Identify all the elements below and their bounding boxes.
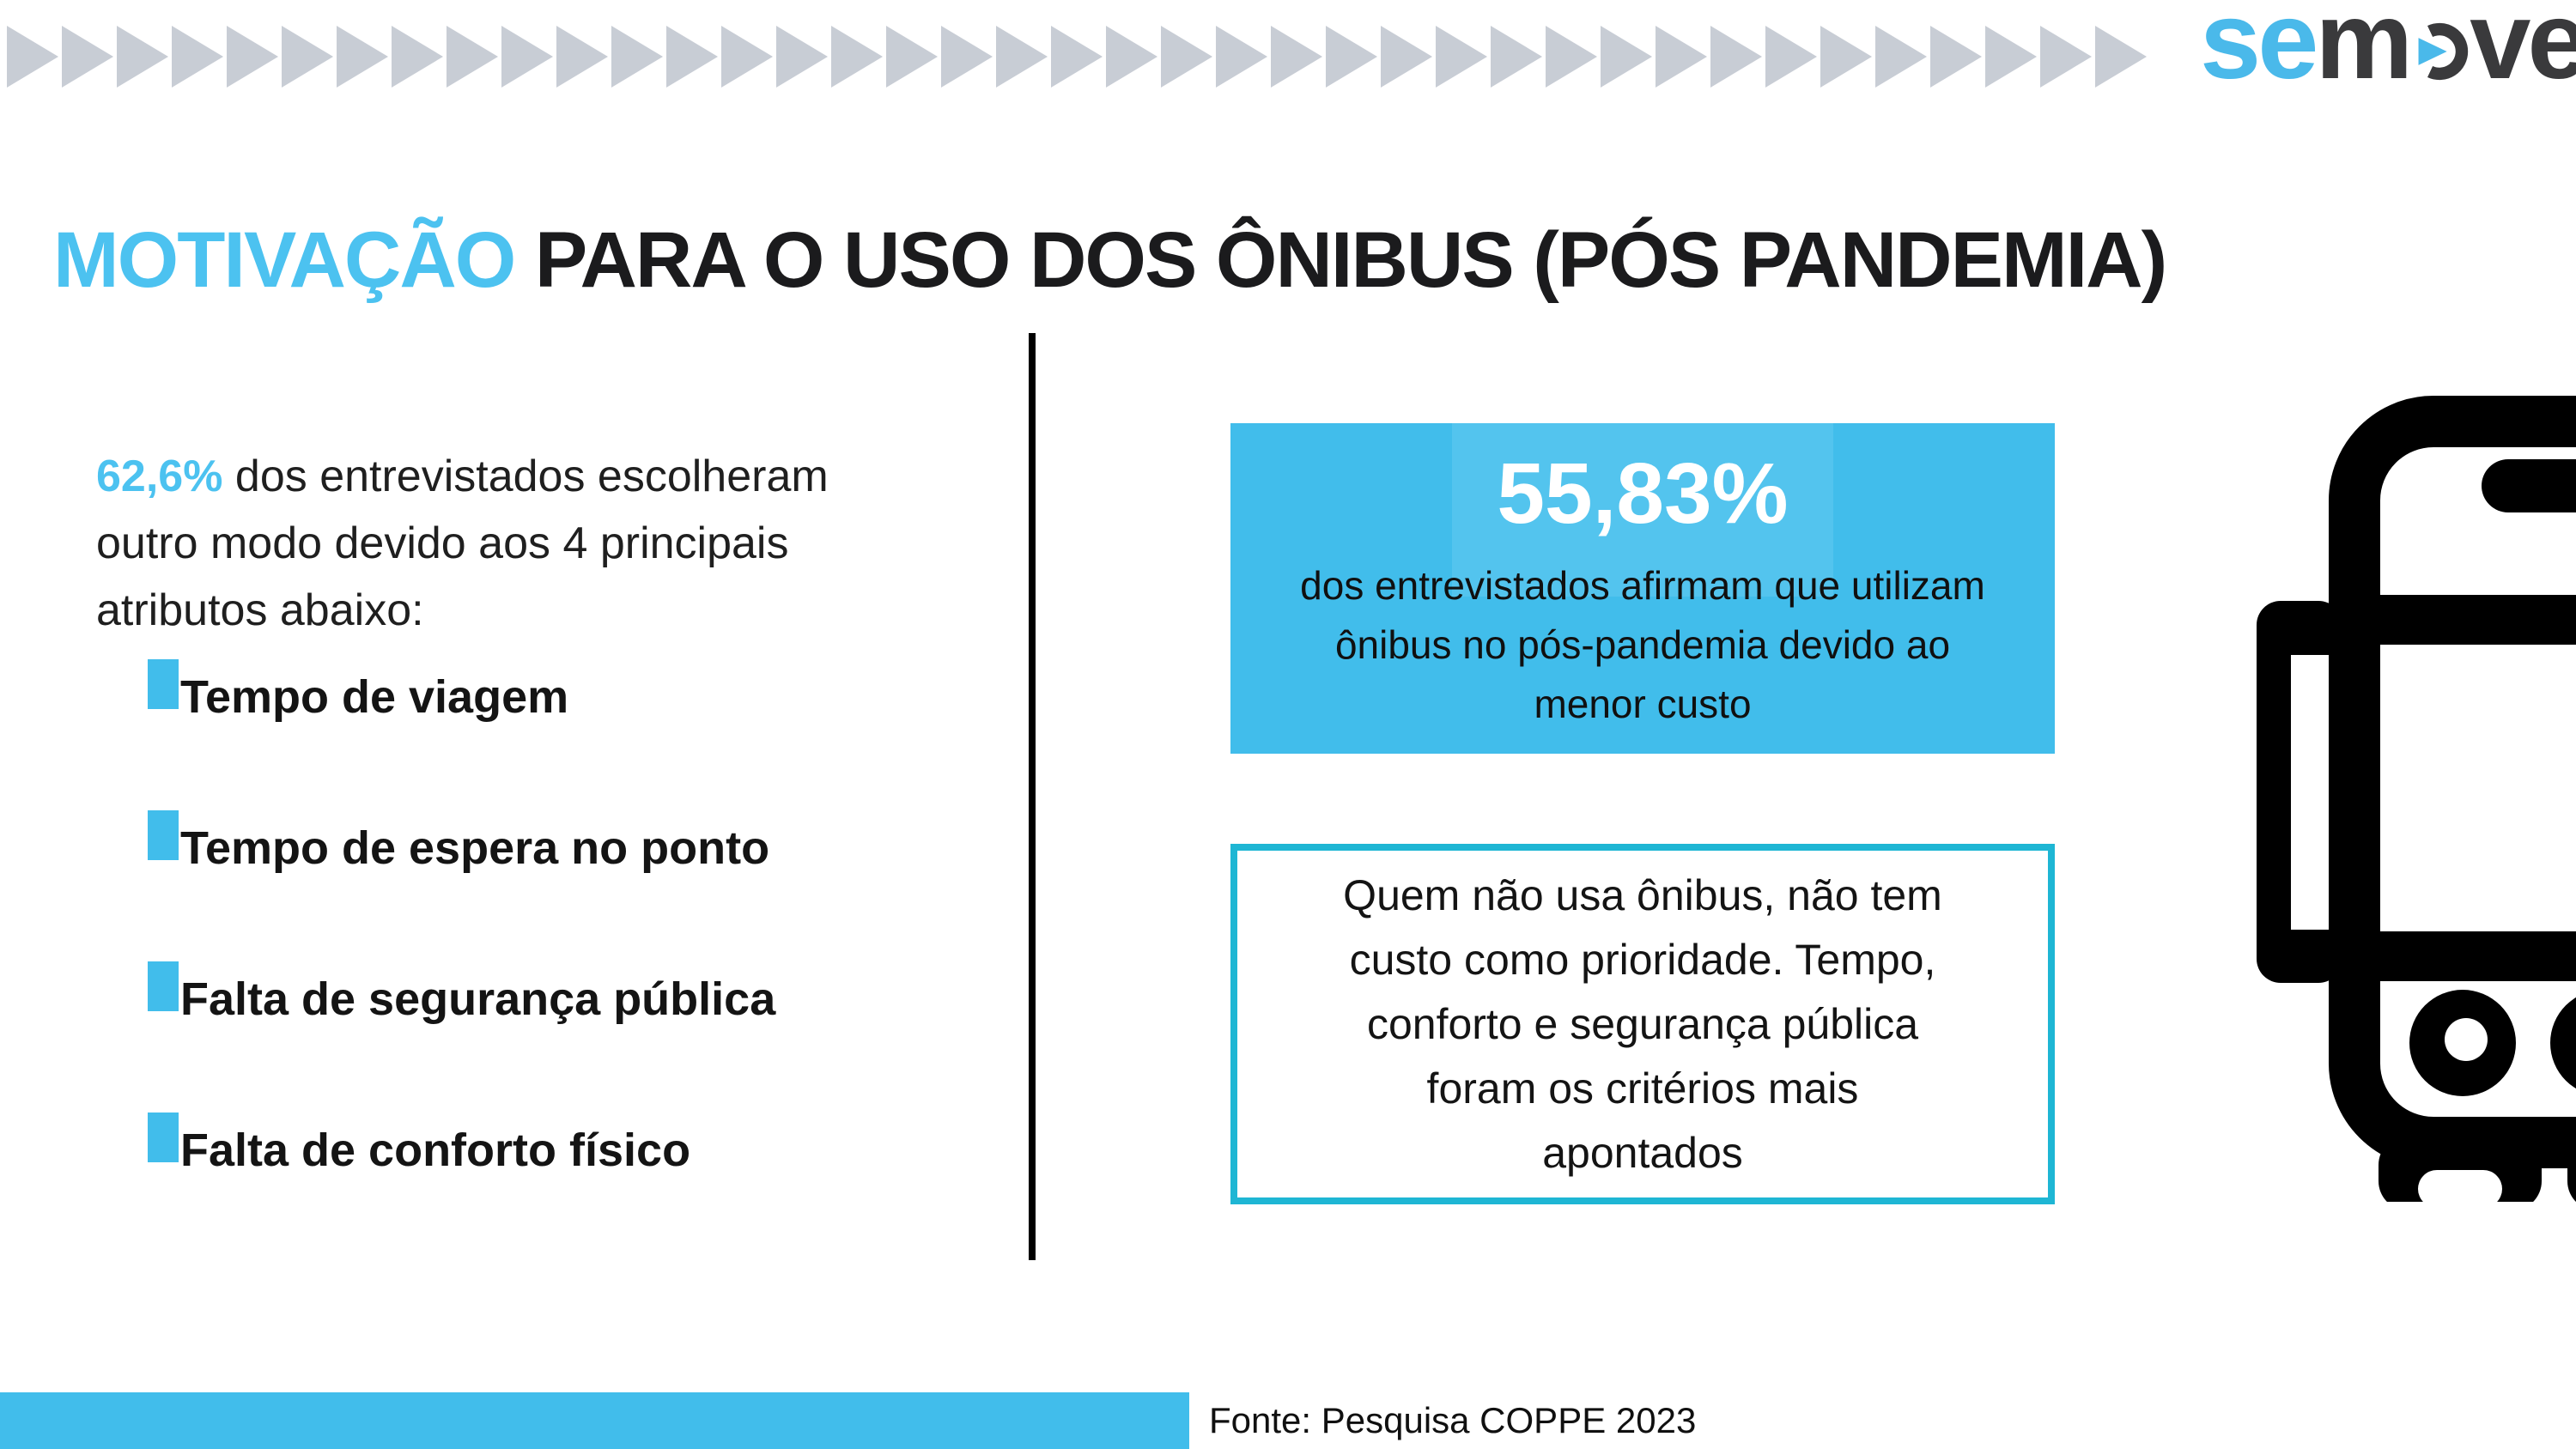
right-arrow-icon bbox=[501, 26, 553, 88]
right-arrow-icon bbox=[1875, 26, 1927, 88]
right-arrow-icon bbox=[1985, 26, 2037, 88]
right-arrow-icon bbox=[776, 26, 828, 88]
list-item-label: Tempo de espera no ponto bbox=[180, 822, 770, 874]
bullet-square-icon bbox=[148, 810, 179, 860]
list-item: Tempo de espera no ponto bbox=[148, 810, 775, 876]
right-arrow-icon bbox=[62, 26, 113, 88]
source-note: Fonte: Pesquisa COPPE 2023 bbox=[1209, 1400, 1697, 1440]
attribute-list: Tempo de viagem Tempo de espera no ponto… bbox=[148, 659, 776, 1274]
bus-front-icon bbox=[2257, 396, 2576, 1202]
right-arrow-icon bbox=[1161, 26, 1212, 88]
right-arrow-icon bbox=[1656, 26, 1707, 88]
list-item-label: Falta de segurança pública bbox=[180, 973, 776, 1025]
right-arrow-icon bbox=[392, 26, 443, 88]
right-arrow-icon bbox=[1381, 26, 1432, 88]
right-arrow-icon bbox=[447, 26, 498, 88]
right-arrow-icon bbox=[117, 26, 168, 88]
right-arrow-icon bbox=[7, 26, 58, 88]
logo-text-m: m bbox=[2315, 0, 2413, 102]
right-arrow-icon bbox=[1765, 26, 1817, 88]
right-arrow-icon bbox=[611, 26, 663, 88]
list-item-label: Falta de conforto físico bbox=[180, 1125, 691, 1176]
logo-text-se: se bbox=[2200, 0, 2318, 102]
footer-accent-bar bbox=[0, 1392, 1189, 1449]
right-arrow-icon bbox=[1491, 26, 1542, 88]
vertical-divider bbox=[1029, 333, 1036, 1260]
bullet-square-icon bbox=[148, 659, 179, 709]
bullet-square-icon bbox=[148, 1113, 179, 1162]
list-item: Falta de segurança pública bbox=[148, 961, 776, 1027]
right-arrow-icon bbox=[2040, 26, 2092, 88]
right-arrow-icon bbox=[996, 26, 1048, 88]
right-arrow-icon bbox=[886, 26, 938, 88]
right-arrow-icon bbox=[337, 26, 388, 88]
bullet-square-icon bbox=[148, 961, 179, 1011]
right-arrow-icon bbox=[1106, 26, 1157, 88]
list-item: Tempo de viagem bbox=[148, 659, 775, 724]
stat-value-highlight bbox=[1452, 423, 1833, 597]
right-arrow-icon bbox=[1216, 26, 1267, 88]
right-arrow-icon bbox=[1820, 26, 1872, 88]
list-item-label: Tempo de viagem bbox=[180, 671, 569, 723]
right-arrow-icon bbox=[1326, 26, 1377, 88]
logo-text-ve: ve bbox=[2470, 0, 2576, 102]
right-arrow-icon bbox=[1271, 26, 1322, 88]
right-arrow-icon bbox=[172, 26, 223, 88]
right-arrow-icon bbox=[1710, 26, 1762, 88]
right-arrow-icon bbox=[831, 26, 883, 88]
stat-box: 55,83% dos entrevistados afirmam que uti… bbox=[1230, 423, 2055, 754]
right-arrow-icon bbox=[1546, 26, 1597, 88]
list-item: Falta de conforto físico bbox=[148, 1113, 775, 1178]
right-arrow-icon bbox=[1436, 26, 1487, 88]
right-arrow-icon bbox=[556, 26, 608, 88]
note-text: Quem não usa ônibus, não tem custo como … bbox=[1343, 870, 1942, 1177]
intro-text: dos entrevistados escolheram outro modo … bbox=[96, 452, 829, 635]
right-arrow-icon bbox=[282, 26, 333, 88]
stat-description: dos entrevistados afirmam que utilizam ô… bbox=[1300, 563, 1985, 726]
page-title: MOTIVAÇÃO PARA O USO DOS ÔNIBUS (PÓS PAN… bbox=[53, 213, 2167, 307]
semove-logo: sem ve bbox=[2200, 0, 2576, 96]
right-arrow-icon bbox=[1930, 26, 1982, 88]
arrow-band bbox=[7, 26, 2147, 88]
right-arrow-icon bbox=[2095, 26, 2147, 88]
right-arrow-icon bbox=[941, 26, 993, 88]
right-arrow-icon bbox=[227, 26, 278, 88]
page-title-highlight: MOTIVAÇÃO bbox=[53, 215, 516, 304]
intro-paragraph: 62,6% dos entrevistados escolheram outro… bbox=[96, 443, 972, 644]
right-arrow-icon bbox=[666, 26, 718, 88]
right-arrow-icon bbox=[1601, 26, 1652, 88]
right-arrow-icon bbox=[721, 26, 773, 88]
play-triangle-icon bbox=[2418, 22, 2469, 81]
page-title-rest: PARA O USO DOS ÔNIBUS (PÓS PANDEMIA) bbox=[514, 215, 2167, 304]
note-box: Quem não usa ônibus, não tem custo como … bbox=[1230, 844, 2055, 1204]
right-arrow-icon bbox=[1051, 26, 1103, 88]
stat-value: 55,83% bbox=[1497, 446, 1789, 542]
intro-percentage: 62,6% bbox=[96, 452, 223, 501]
